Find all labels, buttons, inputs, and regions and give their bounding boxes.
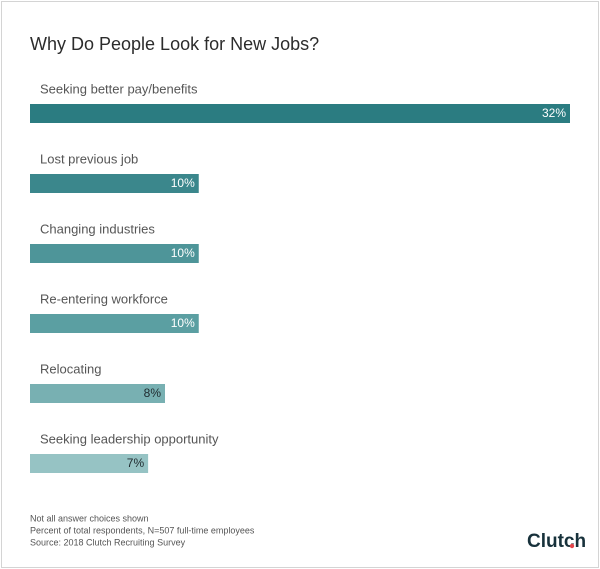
value-label: 10% [171,176,195,190]
bar [30,314,199,333]
value-label: 7% [127,456,145,470]
category-label: Seeking better pay/benefits [40,81,198,96]
bar [30,174,199,193]
category-label: Relocating [40,361,101,376]
category-label: Lost previous job [40,151,138,166]
value-label: 10% [171,316,195,330]
category-label: Changing industries [40,221,155,236]
chart-title: Why Do People Look for New Jobs? [30,34,319,54]
footnote: Not all answer choices shown [30,513,149,523]
footnote: Percent of total respondents, N=507 full… [30,525,255,535]
value-label: 8% [144,386,162,400]
category-label: Re-entering workforce [40,291,168,306]
logo: Clutch [527,531,586,552]
value-label: 32% [542,106,566,120]
category-label: Seeking leadership opportunity [40,431,219,446]
bar [30,384,165,403]
logo-dot [569,543,575,549]
bar [30,104,570,123]
footnote: Source: 2018 Clutch Recruiting Survey [30,537,186,547]
bar [30,244,199,263]
bar [30,454,149,473]
value-label: 10% [171,246,195,260]
